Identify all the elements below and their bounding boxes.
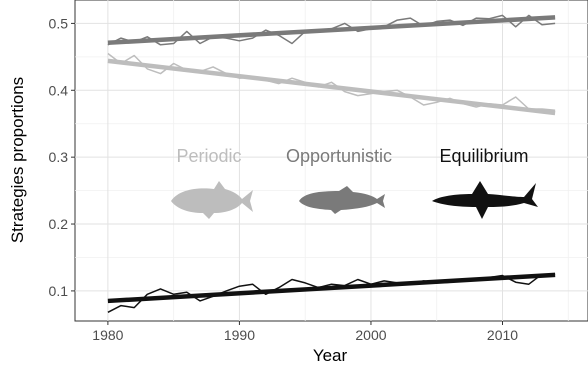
grid-lines: [75, 0, 588, 321]
periodic-trend-line: [107, 58, 556, 116]
x-tick-label: 1980: [92, 327, 123, 343]
y-tick-label: 0.1: [49, 283, 69, 299]
y-tick-label: 0.5: [49, 15, 69, 31]
fish-icon: [299, 186, 385, 214]
series-lines: [107, 14, 556, 313]
legend-label-periodic: Periodic: [176, 146, 241, 166]
x-tick-label: 2000: [355, 327, 386, 343]
x-tick-label: 1990: [224, 327, 255, 343]
y-axis-title: Strategies proportions: [8, 77, 27, 243]
cod-fish-icon: [171, 181, 253, 219]
y-tick-label: 0.4: [49, 82, 69, 98]
shark-icon: [432, 181, 538, 219]
x-tick-label: 2010: [487, 327, 518, 343]
axis-ticks: 1980 1990 2000 2010 0.1 0.2 0.3 0.4 0.5: [49, 15, 519, 343]
legend: Periodic Opportunistic Equilibrium: [171, 146, 538, 219]
y-tick-label: 0.3: [49, 149, 69, 165]
y-tick-label: 0.2: [49, 216, 69, 232]
opportunistic-trend-line: [107, 15, 556, 46]
legend-label-opportunistic: Opportunistic: [286, 146, 392, 166]
legend-label-equilibrium: Equilibrium: [439, 146, 528, 166]
equilibrium-trend-line: [107, 272, 556, 304]
x-axis-title: Year: [313, 346, 348, 365]
